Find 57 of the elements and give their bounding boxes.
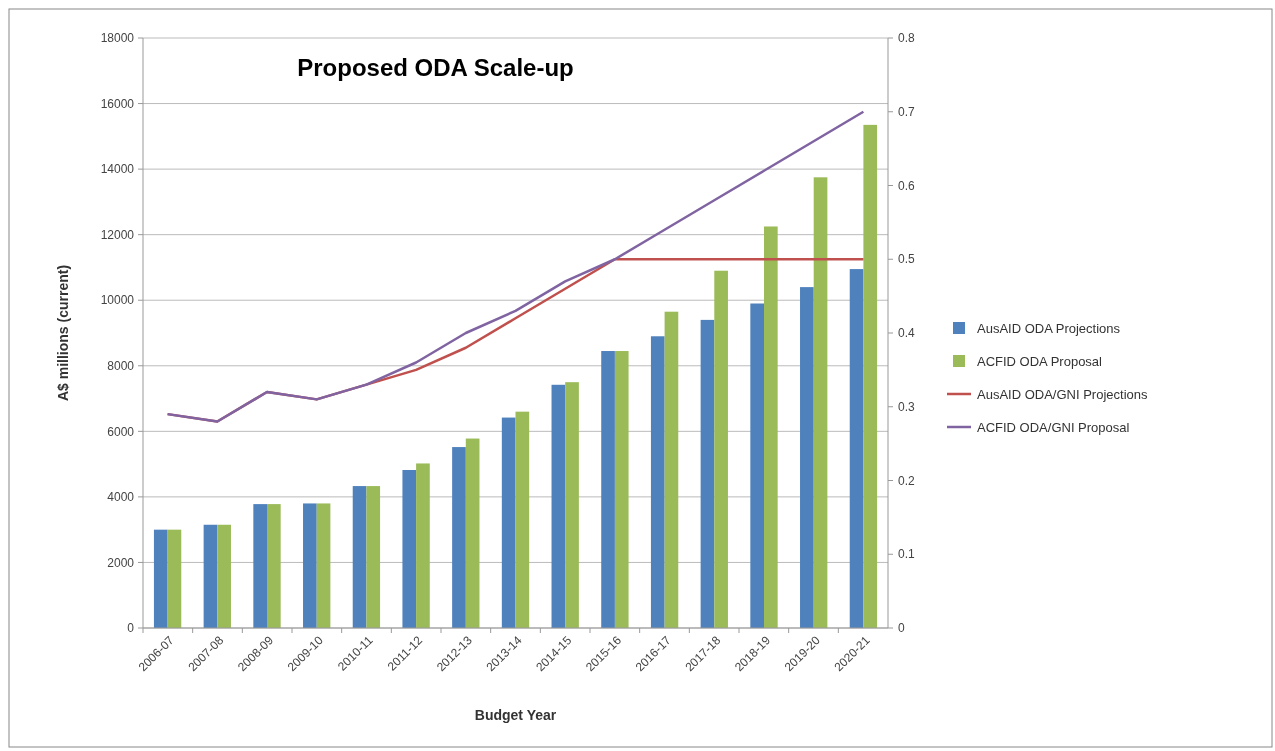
bar [800, 287, 814, 628]
y2-tick-label: 0 [898, 621, 905, 636]
text: Proposed ODA Scale-up [297, 54, 574, 81]
bar [601, 351, 615, 628]
bar [352, 486, 367, 628]
bar [664, 311, 679, 628]
y2-tick-label: 0.2 [898, 473, 916, 488]
bar [565, 382, 579, 628]
bar [551, 384, 566, 628]
bar [452, 447, 466, 628]
bar [366, 486, 381, 628]
y-tick-label: 14000 [100, 162, 135, 177]
legend-label: ACFID ODA/GNI Proposal [977, 419, 1130, 435]
y-tick-label: 18000 [100, 31, 135, 46]
y2-tick-label: 0.3 [898, 399, 916, 414]
y2-tick-label: 0.8 [898, 31, 916, 46]
bar [267, 504, 281, 628]
y2-tick-label: 0.7 [898, 104, 916, 119]
bar [153, 529, 168, 628]
bar [203, 524, 218, 628]
bar [614, 351, 629, 628]
y-tick-label: 6000 [107, 424, 135, 439]
y-tick-label: 10000 [100, 293, 135, 308]
line-series [166, 110, 865, 423]
legend-label: ACFID ODA Proposal [977, 353, 1103, 369]
y2-tick-label: 0.4 [898, 326, 916, 341]
y-tick-label: 0 [127, 621, 135, 636]
bar [764, 226, 778, 628]
legend-label: AusAID ODA Projections [977, 320, 1121, 336]
bar [402, 470, 417, 628]
y-tick-label: 2000 [107, 555, 135, 570]
y-tick-label: 12000 [100, 227, 135, 242]
bar [515, 411, 530, 628]
bar [167, 529, 182, 628]
bar [316, 503, 331, 628]
y-tick-label: 4000 [107, 490, 135, 505]
bar [501, 417, 516, 628]
bar [700, 319, 715, 628]
bar [813, 177, 828, 628]
bar [750, 303, 764, 628]
x-axis-title: Budget Year [474, 707, 557, 723]
y-axis-title: A$ millions (current) [55, 264, 71, 402]
y-tick-label: 8000 [107, 358, 135, 373]
bar [465, 438, 480, 628]
y2-tick-label: 0.1 [898, 547, 916, 562]
y-tick-label: 16000 [100, 96, 135, 111]
bar [303, 503, 317, 628]
bar [253, 504, 267, 628]
bar [863, 124, 878, 628]
bar [714, 270, 728, 628]
bar [416, 463, 430, 628]
bar [849, 269, 864, 628]
bar [217, 524, 231, 628]
y2-tick-label: 0.5 [898, 252, 916, 267]
y2-tick-label: 0.6 [898, 178, 916, 193]
bar [650, 336, 665, 628]
legend-label: AusAID ODA/GNI Projections [977, 386, 1148, 402]
